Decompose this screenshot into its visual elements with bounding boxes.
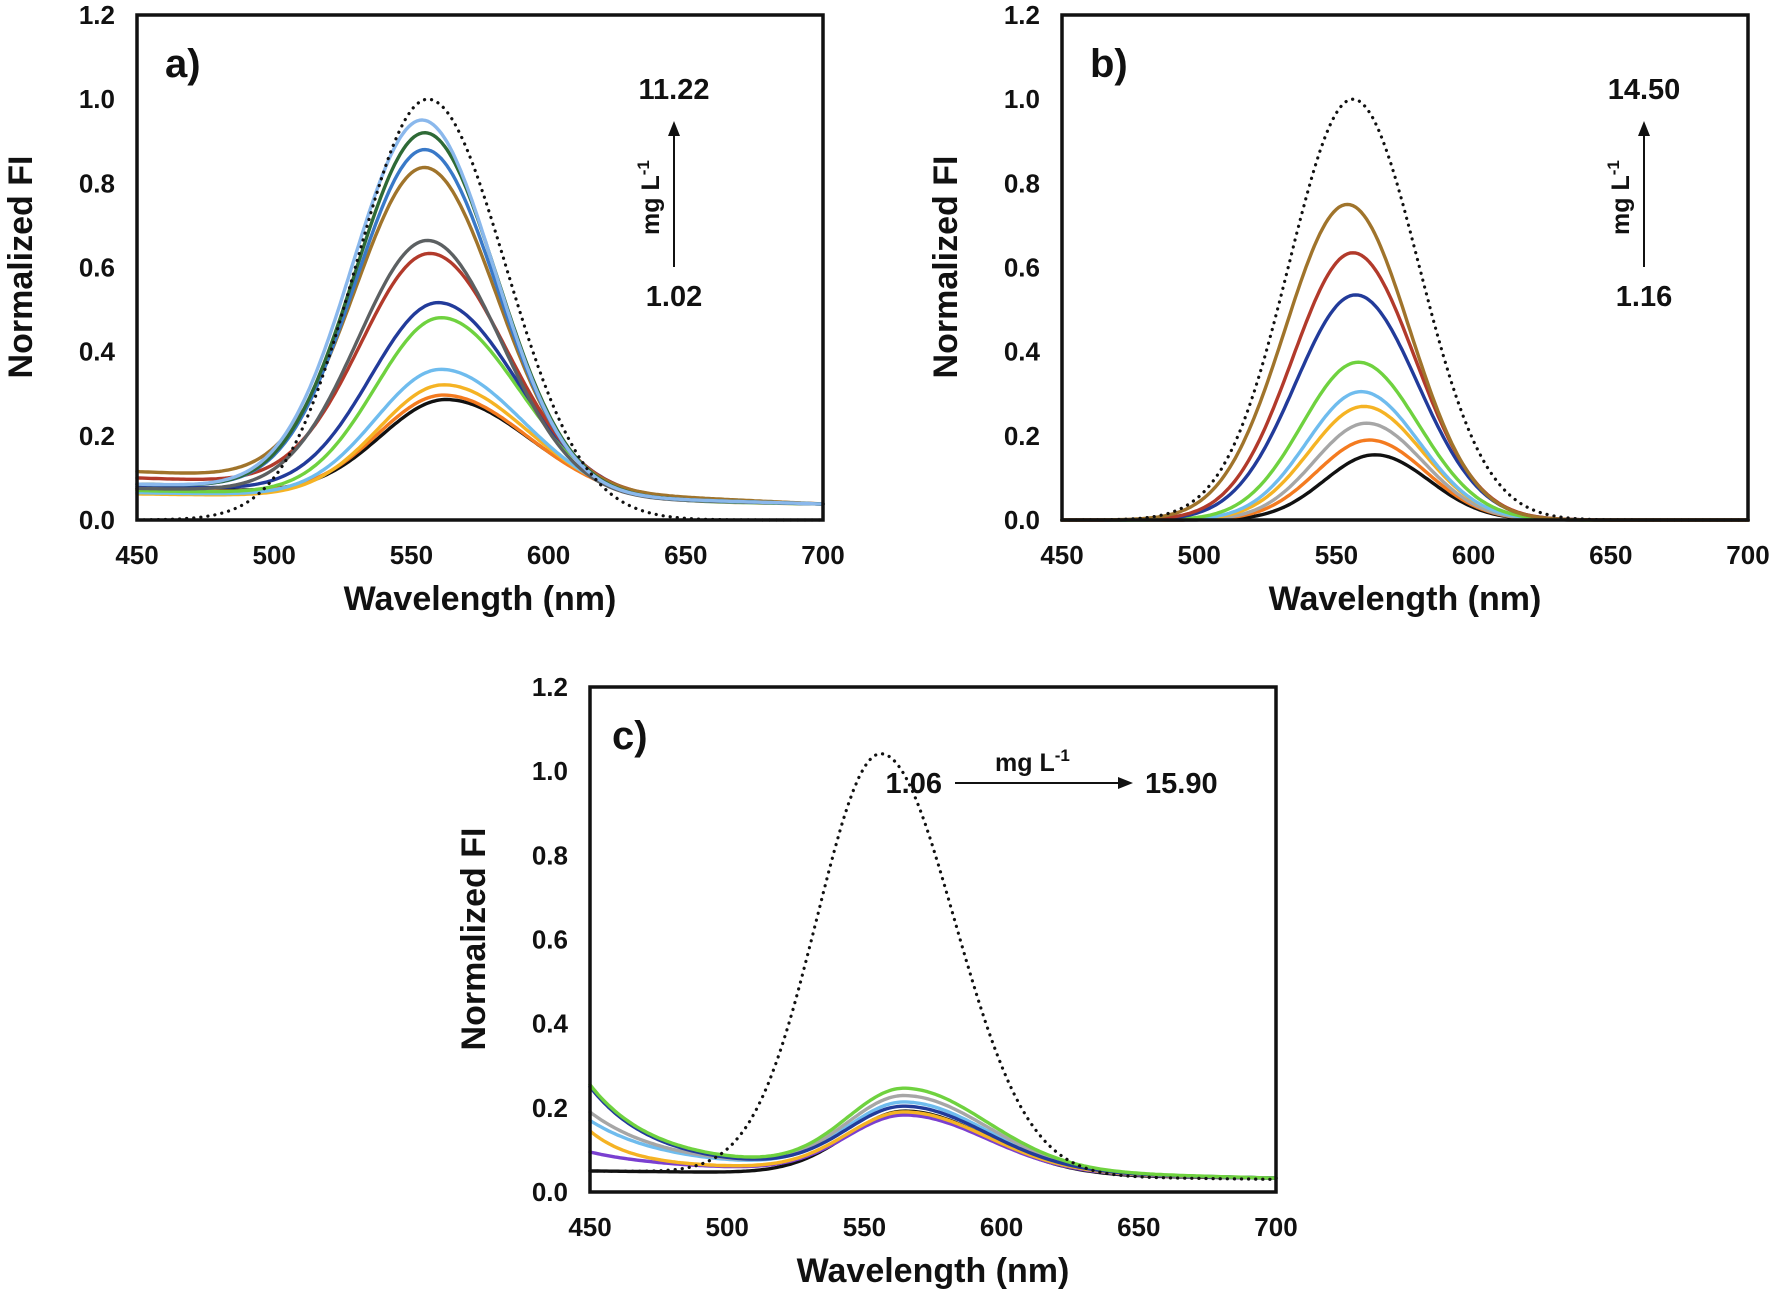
panel-c-y-axis-label: Normalized FI xyxy=(455,828,493,1051)
panel-c-x-tick-500: 500 xyxy=(706,1212,749,1242)
panel-c-annotation-low: 1.06 xyxy=(886,768,942,800)
panel-b-x-tick-450: 450 xyxy=(1040,540,1083,570)
panel-b-x-tick-500: 500 xyxy=(1178,540,1221,570)
panel-a-frame xyxy=(135,13,825,522)
panel-c-y-tick-0-2: 0.2 xyxy=(532,1093,568,1123)
panel-c-x-tick-550: 550 xyxy=(843,1212,886,1242)
panel-a-x-tick-550: 550 xyxy=(390,540,433,570)
panel-b-x-tick-550: 550 xyxy=(1315,540,1358,570)
panel-c-y-tick-1-0: 1.0 xyxy=(532,756,568,786)
panel-c-x-tick-600: 600 xyxy=(980,1212,1023,1242)
panel-b-y-tick-1-2: 1.2 xyxy=(1004,0,1040,30)
panel-a-x-tick-650: 650 xyxy=(664,540,707,570)
panel-b-y-tick-0-2: 0.2 xyxy=(1004,421,1040,451)
panel-a: 450 500 550 600 650 7000.00.20.40.60.81.01.2 … xyxy=(2,0,845,618)
panel-a-concentration-annotation: 11.22 mg L-1 1.02 xyxy=(634,74,709,313)
panel-c-annotation-high: 15.90 xyxy=(1145,768,1218,800)
panel-b-y-tick-0-4: 0.4 xyxy=(1004,337,1041,367)
panel-a-x-axis-label: Wavelength (nm) xyxy=(344,580,617,618)
panel-a-x-tick-500: 500 xyxy=(253,540,296,570)
panel-c-series-reference xyxy=(588,752,1278,1181)
panel-c-annotation-unit: mg L-1 xyxy=(995,746,1070,777)
panel-a-series-c8 xyxy=(135,238,825,506)
panel-a-unit-base: mg L xyxy=(637,175,665,235)
panel-a-series-c9 xyxy=(135,165,825,506)
panel-a-series-c11 xyxy=(135,131,825,506)
panel-a-annotation-unit: mg L-1 xyxy=(634,160,665,235)
panel-c-series-c1 xyxy=(588,1109,1278,1180)
panel-b-unit-base: mg L xyxy=(1607,175,1635,235)
panel-b-annotation-unit: mg L-1 xyxy=(1604,160,1635,235)
panel-c-series-c7 xyxy=(588,1083,1278,1180)
panel-a-x-tick-700: 700 xyxy=(801,540,844,570)
panel-a-y-tick-0-0: 0.0 xyxy=(79,505,115,535)
panel-c-series-c3 xyxy=(588,1110,1278,1180)
panel-b-y-tick-0-0: 0.0 xyxy=(1004,505,1040,535)
panel-a-arrow-head-icon xyxy=(668,121,680,136)
panel-c-label: c) xyxy=(612,714,648,758)
panel-b-frame xyxy=(1060,13,1750,522)
panel-b-unit-sup: -1 xyxy=(1604,160,1623,175)
panel-c-unit-base: mg L xyxy=(995,749,1055,777)
panel-c: 450 500 550 600 650 7000.00.20.40.60.81.01.2 … xyxy=(455,672,1298,1290)
panel-b-x-axis-label: Wavelength (nm) xyxy=(1269,580,1542,618)
panel-a-series-c12 xyxy=(135,118,825,506)
panel-a-label: a) xyxy=(165,42,201,86)
panel-b-annotation-low: 1.16 xyxy=(1616,281,1672,313)
panel-a-annotation-low: 1.02 xyxy=(646,281,702,313)
panel-b-series-c3 xyxy=(1060,421,1750,522)
panel-b-series-c1 xyxy=(1060,453,1750,522)
panel-b-y-tick-0-6: 0.6 xyxy=(1004,253,1040,283)
panel-a-x-tick-450: 450 xyxy=(115,540,158,570)
panel-b-x-tick-600: 600 xyxy=(1452,540,1495,570)
panel-a-y-tick-0-4: 0.4 xyxy=(79,337,116,367)
panel-b-label: b) xyxy=(1090,42,1128,86)
panel-b-series-reference xyxy=(1060,97,1750,522)
panel-a-y-tick-0-8: 0.8 xyxy=(79,168,115,198)
panel-a-y-tick-1-0: 1.0 xyxy=(79,84,115,114)
panel-a-x-tick-600: 600 xyxy=(527,540,570,570)
panel-c-arrow-head-icon xyxy=(1118,777,1133,789)
panel-c-y-tick-0-4: 0.4 xyxy=(532,1009,569,1039)
panel-b-x-tick-700: 700 xyxy=(1726,540,1769,570)
panel-a-annotation-high: 11.22 xyxy=(639,74,710,106)
panel-b-concentration-annotation: 14.50 mg L-1 1.16 xyxy=(1604,74,1680,313)
panel-c-y-tick-0-6: 0.6 xyxy=(532,925,568,955)
panel-a-y-tick-0-6: 0.6 xyxy=(79,253,115,283)
panel-c-y-tick-1-2: 1.2 xyxy=(532,672,568,702)
panel-b-series-c2 xyxy=(1060,438,1750,522)
panel-b-y-axis-label: Normalized FI xyxy=(927,156,965,379)
panel-c-x-axis-label: Wavelength (nm) xyxy=(797,1252,1070,1290)
panel-b-series-c9 xyxy=(1060,202,1750,522)
panel-c-x-tick-700: 700 xyxy=(1254,1212,1297,1242)
panel-a-unit-sup: -1 xyxy=(634,160,653,175)
panel-b-arrow-head-icon xyxy=(1638,121,1650,136)
panel-c-x-tick-650: 650 xyxy=(1117,1212,1160,1242)
panel-c-series-c2 xyxy=(588,1113,1278,1180)
panel-a-series-c1 xyxy=(135,397,825,506)
panel-b: 450 500 550 600 650 7000.00.20.40.60.81.01.2 … xyxy=(927,0,1770,618)
panel-b-x-tick-650: 650 xyxy=(1589,540,1632,570)
panel-b-annotation-high: 14.50 xyxy=(1608,74,1681,106)
panel-c-y-tick-0-0: 0.0 xyxy=(532,1177,568,1207)
panel-c-unit-sup: -1 xyxy=(1055,746,1070,765)
panel-c-concentration-annotation: 1.06 mg L-1 15.90 xyxy=(886,746,1218,800)
panel-a-y-tick-0-2: 0.2 xyxy=(79,421,115,451)
panel-b-y-tick-1-0: 1.0 xyxy=(1004,84,1040,114)
panel-b-y-tick-0-8: 0.8 xyxy=(1004,168,1040,198)
panel-a-y-tick-1-2: 1.2 xyxy=(79,0,115,30)
panel-c-frame xyxy=(588,685,1278,1194)
panel-a-y-axis-label: Normalized FI xyxy=(2,156,40,379)
panel-a-series-reference xyxy=(135,97,825,522)
panel-c-y-tick-0-8: 0.8 xyxy=(532,840,568,870)
panel-c-x-tick-450: 450 xyxy=(568,1212,611,1242)
